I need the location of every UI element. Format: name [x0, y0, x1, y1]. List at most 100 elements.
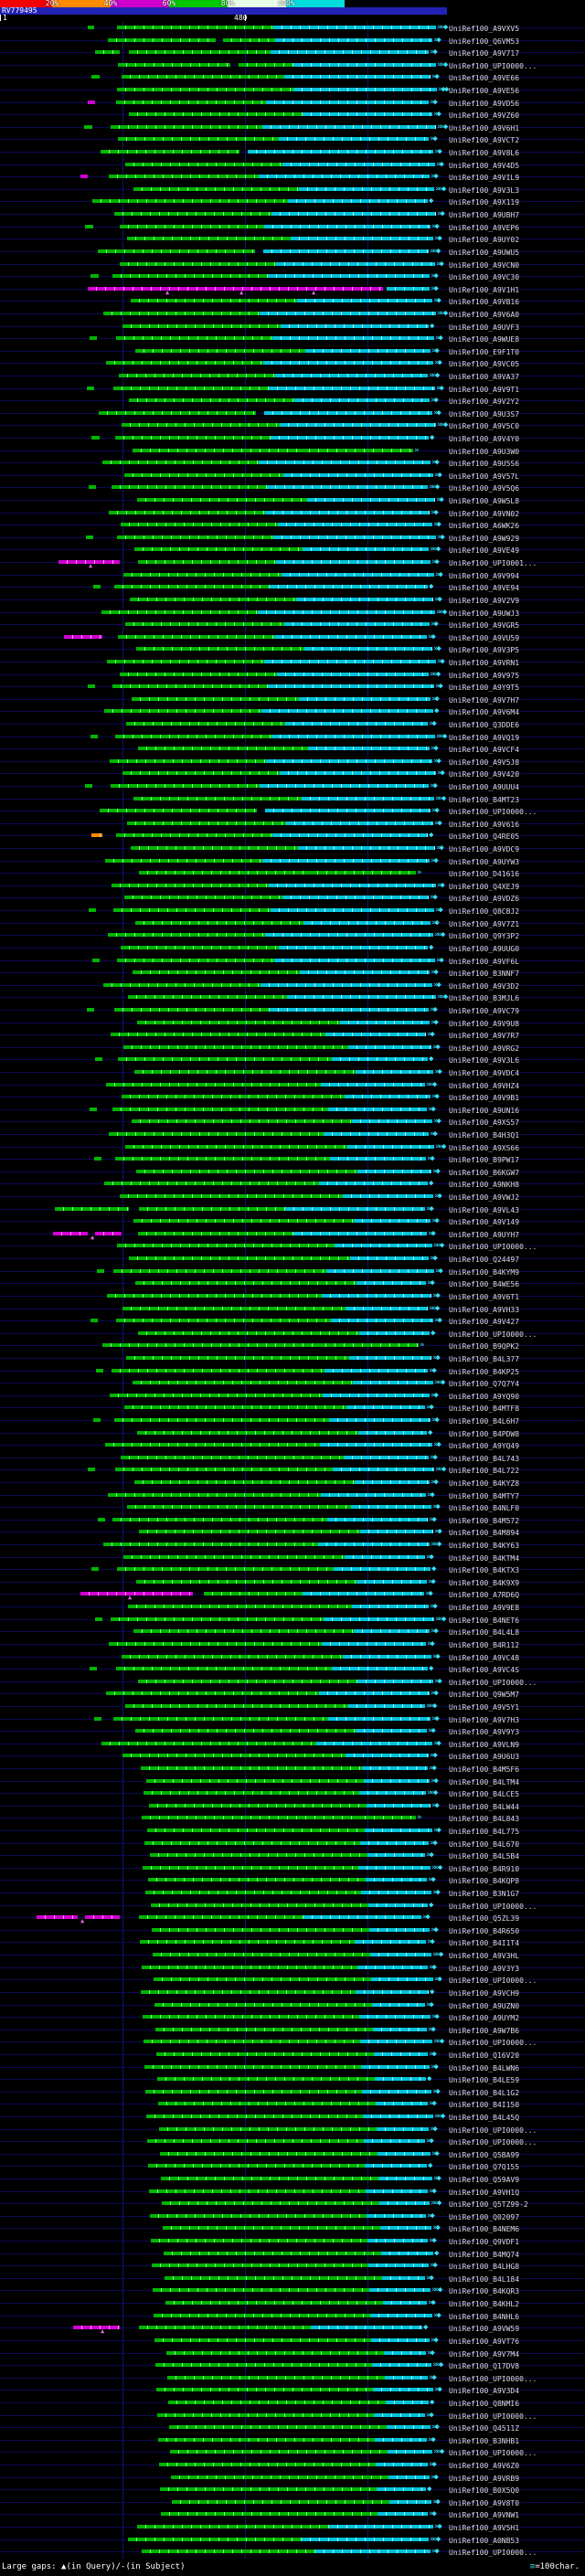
alignment-row[interactable]: ◆ UniRef100_A9VCH9: [0, 1987, 585, 1999]
hit-accession[interactable]: UniRef100_B4LWN6: [449, 2063, 520, 2072]
alignment-row[interactable]: »◆ UniRef100_A9VRG2: [0, 1042, 585, 1055]
alignment-row[interactable]: »◆ UniRef100_Q4511Z: [0, 2422, 585, 2434]
alignment-row[interactable]: »◆ UniRef100_A9V149: [0, 1215, 585, 1228]
hit-accession[interactable]: UniRef100_B4KHL2: [449, 2300, 520, 2309]
alignment-row[interactable]: »◆ UniRef100_B4KYZ8: [0, 1477, 585, 1489]
alignment-row[interactable]: »◆ UniRef100_A9V7R7: [0, 1029, 585, 1042]
hit-accession[interactable]: UniRef100_A9V6A0: [449, 310, 520, 319]
hit-accession[interactable]: UniRef100_A9UYW3: [449, 857, 520, 866]
alignment-row[interactable]: »»◆ UniRef100_B4R910: [0, 1862, 585, 1875]
hit-accession[interactable]: UniRef100_A9V427: [449, 1318, 520, 1327]
hit-accession[interactable]: UniRef100_A9V3D2: [449, 981, 520, 991]
hit-accession[interactable]: UniRef100_A9VDZ6: [449, 895, 520, 904]
hit-accession[interactable]: UniRef100_A9VC79: [449, 1006, 520, 1015]
alignment-row[interactable]: »◆ UniRef100_UPI0000...: [0, 2546, 585, 2559]
alignment-row[interactable]: »◆ UniRef100_A9V5J8: [0, 756, 585, 769]
hit-accession[interactable]: UniRef100_B4L5B4: [449, 1852, 520, 1861]
alignment-row[interactable]: »◆ UniRef100_B4L1G2: [0, 2086, 585, 2099]
alignment-row[interactable]: »◆ UniRef100_B4L743: [0, 1452, 585, 1465]
hit-accession[interactable]: UniRef100_B4L1G2: [449, 2088, 520, 2097]
alignment-row[interactable]: »◆ UniRef100_A9VDZ6: [0, 892, 585, 905]
hit-accession[interactable]: UniRef100_B4MT23: [449, 795, 520, 804]
alignment-row[interactable]: »◆ UniRef100_A9VT76: [0, 2335, 585, 2348]
alignment-row[interactable]: »◆ UniRef100_A9V5H1: [0, 2521, 585, 2534]
hit-accession[interactable]: UniRef100_B4I1T4: [449, 1939, 520, 1948]
alignment-row[interactable]: »◆ UniRef100_A9U3S7: [0, 408, 585, 420]
hit-accession[interactable]: UniRef100_A9V5Q6: [449, 484, 520, 493]
alignment-row[interactable]: ◆ UniRef100_Q4RE05: [0, 830, 585, 843]
hit-accession[interactable]: UniRef100_B4MTF8: [449, 1405, 520, 1414]
alignment-row[interactable]: » UniRef100_A9U3W0: [0, 445, 585, 458]
alignment-row[interactable]: »◆ UniRef100_A9V9B1: [0, 1091, 585, 1104]
alignment-row[interactable]: »◆ UniRef100_A9UN16: [0, 1104, 585, 1117]
hit-accession[interactable]: UniRef100_A9V5H1: [449, 2524, 520, 2532]
alignment-row[interactable]: »»◆ UniRef100_UPI0000...: [0, 59, 585, 72]
hit-accession[interactable]: UniRef100_A6WK26: [449, 522, 520, 531]
alignment-row[interactable]: »◆ UniRef100_Q6VM53: [0, 35, 585, 48]
alignment-row[interactable]: »»◆ UniRef100_Q9Y3P2: [0, 929, 585, 942]
alignment-row[interactable]: »◆ UniRef100_Q3DDE6: [0, 718, 585, 731]
alignment-row[interactable]: »◆ UniRef100_A9UUU4: [0, 780, 585, 793]
hit-accession[interactable]: UniRef100_A9VZ60: [449, 111, 520, 121]
hit-accession[interactable]: UniRef100_A9V975: [449, 671, 520, 680]
hit-accession[interactable]: UniRef100_UPI0000...: [449, 2125, 537, 2135]
alignment-row[interactable]: »◆ UniRef100_Q02097: [0, 2210, 585, 2223]
alignment-row[interactable]: »◆ UniRef100_UPI0000...: [0, 805, 585, 818]
alignment-row[interactable]: »◆ UniRef100_B4M572: [0, 1514, 585, 1527]
hit-accession[interactable]: UniRef100_B4LW44: [449, 1802, 520, 1811]
hit-accession[interactable]: UniRef100_A9V7H7: [449, 695, 520, 705]
alignment-row[interactable]: »◆ UniRef100_A9XS57: [0, 1116, 585, 1129]
alignment-row[interactable]: »»◆ UniRef100_A9VQ19: [0, 731, 585, 744]
alignment-row[interactable]: »◆ UniRef100_B4LW44: [0, 1800, 585, 1813]
alignment-row[interactable]: »◆ UniRef100_B4MTF8: [0, 1402, 585, 1415]
alignment-row[interactable]: »◆ UniRef100_A9UZN0: [0, 1999, 585, 2012]
alignment-row[interactable]: »»◆ UniRef100_B3MJL6: [0, 991, 585, 1004]
hit-accession[interactable]: UniRef100_B4KYZ8: [449, 1479, 520, 1489]
alignment-row[interactable]: »◆ UniRef100_B4R112: [0, 1638, 585, 1651]
hit-accession[interactable]: UniRef100_A9V7H3: [449, 1715, 520, 1724]
hit-accession[interactable]: UniRef100_A9VRG2: [449, 1044, 520, 1053]
alignment-row[interactable]: »◆ UniRef100_B4LWN6: [0, 2062, 585, 2074]
hit-accession[interactable]: UniRef100_A9VC4S: [449, 1666, 520, 1675]
hit-accession[interactable]: UniRef100_A9V717: [449, 49, 520, 58]
hit-accession[interactable]: UniRef100_Q5TZ99-2: [449, 2200, 528, 2210]
hit-accession[interactable]: UniRef100_A9V3HL: [449, 1952, 520, 1961]
alignment-row[interactable]: »»◆ UniRef100_A9V5C0: [0, 419, 585, 432]
hit-accession[interactable]: UniRef100_B4NET6: [449, 1616, 520, 1625]
hit-accession[interactable]: UniRef100_A9YQ49: [449, 1442, 520, 1451]
alignment-row[interactable]: »◆ UniRef100_A9VCF4: [0, 743, 585, 756]
alignment-row[interactable]: »◆ UniRef100_A9VB16: [0, 295, 585, 308]
hit-accession[interactable]: UniRef100_B4LCE5: [449, 1790, 520, 1799]
hit-accession[interactable]: UniRef100_A9VH33: [449, 1305, 520, 1314]
alignment-row[interactable]: ◆ UniRef100_B4LE59: [0, 2073, 585, 2086]
alignment-row[interactable]: »◆ UniRef100_A9V3Y3: [0, 1962, 585, 1975]
hit-accession[interactable]: UniRef100_A9V5C0: [449, 422, 520, 431]
alignment-row[interactable]: »◆ UniRef100_B4M5F6: [0, 1763, 585, 1776]
alignment-row[interactable]: »◆ UniRef100_B4NLF0: [0, 1501, 585, 1514]
hit-accession[interactable]: UniRef100_UPI0000...: [449, 1977, 537, 1986]
alignment-row[interactable]: »◆ UniRef100_UPI0000...: [0, 1676, 585, 1689]
hit-accession[interactable]: UniRef100_A9VIL9: [449, 174, 520, 183]
alignment-row[interactable]: »◆ UniRef100_B4KYM9: [0, 1266, 585, 1278]
hit-accession[interactable]: UniRef100_A9VU59: [449, 633, 520, 642]
hit-accession[interactable]: UniRef100_A9XS66: [449, 1143, 520, 1152]
hit-accession[interactable]: UniRef100_A9WUE8: [449, 335, 520, 345]
alignment-row[interactable]: »◆ UniRef100_A9VU59: [0, 631, 585, 644]
alignment-row[interactable]: »◆ UniRef100_A9VH1Q: [0, 2186, 585, 2199]
alignment-row[interactable]: »◆ UniRef100_B4KHL2: [0, 2297, 585, 2310]
hit-accession[interactable]: UniRef100_Q6VM53: [449, 37, 520, 46]
alignment-row[interactable]: »◆ UniRef100_B4KQP8: [0, 1874, 585, 1887]
hit-accession[interactable]: UniRef100_B4M5F6: [449, 1765, 520, 1774]
alignment-row[interactable]: »»◆ UniRef100_B4KQR3: [0, 2284, 585, 2297]
hit-accession[interactable]: UniRef100_A9U3S7: [449, 409, 520, 419]
hit-accession[interactable]: UniRef100_A9V7Z1: [449, 919, 520, 928]
alignment-row[interactable]: »»◆ UniRef100_A9VA37: [0, 370, 585, 383]
alignment-row[interactable]: »◆ UniRef100_A9V3D2: [0, 980, 585, 992]
alignment-row[interactable]: »◆ UniRef100_A9V420: [0, 768, 585, 780]
alignment-row[interactable]: »»◆ UniRef100_UPI0000...: [0, 2446, 585, 2459]
alignment-row[interactable]: »»◆ UniRef100_A9V3L3: [0, 184, 585, 196]
hit-accession[interactable]: UniRef100_B4R910: [449, 1864, 520, 1873]
hit-accession[interactable]: UniRef100_A9VDC4: [449, 1068, 520, 1077]
alignment-row[interactable]: »◆ UniRef100_B4H3Q1: [0, 1129, 585, 1141]
hit-accession[interactable]: UniRef100_Q9W5M7: [449, 1691, 520, 1700]
